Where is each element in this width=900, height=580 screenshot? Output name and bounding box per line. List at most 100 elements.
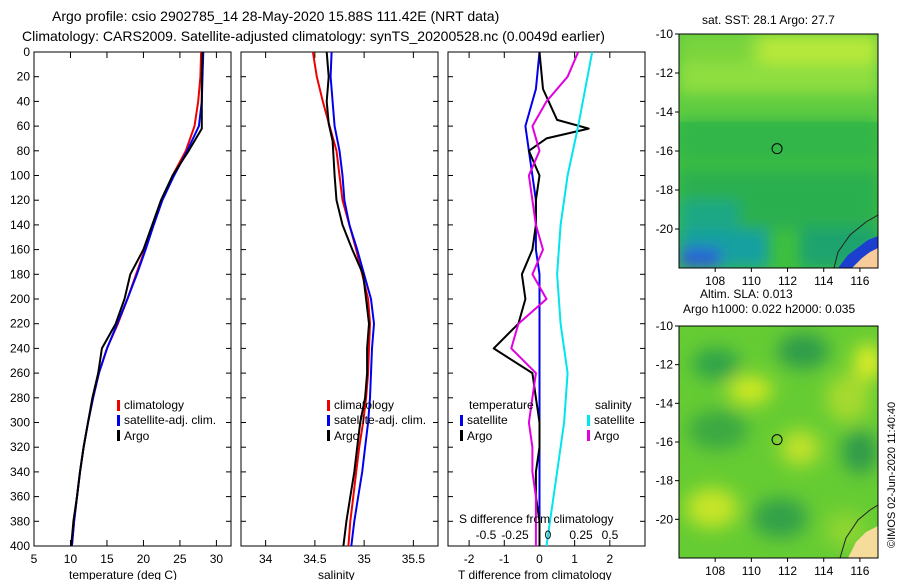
y-tick-label: 240 — [10, 341, 30, 355]
y-tick-label: 400 — [10, 539, 30, 553]
y-tick-label: 20 — [17, 70, 31, 84]
x-tick-label: -2 — [464, 552, 475, 566]
series-line-salinity-argo — [510, 51, 580, 546]
x-tick-label: 35.5 — [402, 552, 426, 566]
x-tick-label: -1 — [499, 552, 510, 566]
series-line-argo — [70, 51, 204, 547]
s-tick-label: 0.25 — [569, 528, 593, 542]
map-y-tick-label: -14 — [656, 396, 674, 410]
argo-position-marker — [771, 434, 783, 446]
x-tick-label: 34 — [259, 552, 273, 566]
map-x-tick-label: 108 — [705, 274, 725, 288]
y-tick-label: 280 — [10, 391, 30, 405]
sst-map-title: sat. SST: 28.1 Argo: 27.7 — [702, 13, 835, 27]
legend-label-t-argo: Argo — [467, 429, 493, 443]
series-line-satellite-adj-clim- — [329, 51, 375, 547]
legend-swatch-s-satellite — [587, 415, 590, 426]
map-y-tick-label: -16 — [656, 435, 674, 449]
sst-map: sat. SST: 28.1 Argo: 27.7 108 110 112 114 11… — [656, 13, 879, 288]
legend-swatch-t-argo — [460, 430, 463, 441]
temperature-x-label: temperature (deg C) — [69, 568, 177, 580]
series-line-temperature-satellite — [524, 51, 541, 546]
map-x-tick-label: 116 — [850, 274, 869, 288]
legend-swatch-t-satellite — [460, 415, 463, 426]
y-tick-label: 220 — [10, 317, 30, 331]
sla-map: Altim. SLA: 0.013 Argo h1000: 0.022 h200… — [656, 287, 879, 578]
y-tick-label: 60 — [17, 119, 31, 133]
series-line-temperature-argo — [492, 51, 590, 546]
y-tick-label: 80 — [17, 144, 31, 158]
legend-label-t-satellite: satellite — [467, 413, 508, 427]
map-x-tick-label: 112 — [778, 274, 797, 288]
y-tick-label: 160 — [10, 243, 30, 257]
sla-field — [679, 326, 878, 558]
y-tick-label: 200 — [10, 292, 30, 306]
y-tick-label: 320 — [10, 440, 30, 454]
temperature-legend: climatology satellite-adj. clim. Argo — [117, 398, 216, 443]
salinity-plot-frame — [240, 51, 439, 547]
s-tick-label: -0.5 — [476, 528, 497, 542]
map-x-tick-label: 114 — [814, 274, 833, 288]
x-tick-label: 35 — [357, 552, 371, 566]
sla-map-title-line1: Altim. SLA: 0.013 — [700, 287, 793, 301]
x-tick-label: 15 — [100, 552, 114, 566]
x-tick-label: 10 — [64, 552, 78, 566]
difference-panel: -2 -1 0 1 2 T difference from climatology te… — [447, 51, 646, 580]
y-tick-label: 120 — [10, 193, 30, 207]
legend-label-s-satellite: satellite — [594, 413, 635, 427]
y-tick-label: 340 — [10, 465, 30, 479]
x-tick-label: 0 — [536, 552, 543, 566]
temperature-panel: 0 20 40 60 80 100 120 140 160 180 200 220 240 260 280 3… — [10, 45, 232, 580]
map-x-tick-label: 112 — [778, 564, 797, 578]
x-tick-label: 1 — [571, 552, 578, 566]
map-y-tick-label: -12 — [656, 66, 674, 80]
series-line-salinity-satellite — [545, 51, 594, 547]
x-tick-label: 2 — [606, 552, 613, 566]
y-tick-label: 180 — [10, 267, 30, 281]
map-y-tick-label: -18 — [656, 183, 674, 197]
s-tick-label: 0.5 — [602, 528, 619, 542]
legend-swatch-satellite — [327, 415, 330, 426]
imos-credit: ©IMOS 02-Jun-2020 11:40:40 — [886, 402, 898, 548]
map-y-tick-label: -14 — [656, 105, 674, 119]
y-tick-label: 40 — [17, 94, 31, 108]
y-tick-label: 380 — [10, 514, 30, 528]
map-y-tick-label: -10 — [656, 27, 674, 41]
legend-title-salinity: salinity — [595, 398, 632, 412]
map-y-tick-label: -18 — [656, 474, 674, 488]
map-x-tick-label: 114 — [814, 564, 833, 578]
legend-swatch-argo — [327, 430, 330, 441]
figure-title-line1: Argo profile: csio 2902785_14 28-May-202… — [52, 8, 499, 24]
map-y-tick-label: -16 — [656, 144, 674, 158]
salinity-panel: 34 34.5 35 35.5 salinity climatology satell… — [240, 51, 439, 580]
map-x-tick-label: 110 — [742, 274, 761, 288]
legend-label-climatology: climatology — [334, 398, 394, 412]
legend-swatch-s-argo — [587, 430, 590, 441]
series-line-argo — [325, 51, 370, 547]
salinity-x-label: salinity — [318, 568, 355, 580]
legend-swatch-climatology — [327, 400, 330, 411]
legend-label-s-argo: Argo — [594, 429, 620, 443]
y-tick-label: 100 — [10, 169, 30, 183]
legend-label-argo: Argo — [124, 429, 150, 443]
map-y-tick-label: -10 — [656, 319, 674, 333]
legend-swatch-argo — [117, 430, 120, 441]
y-tick-label: 140 — [10, 218, 30, 232]
difference-legend: temperature salinity satellite Argo sate… — [460, 398, 635, 443]
y-tick-label: 300 — [10, 416, 30, 430]
sst-field — [679, 34, 878, 268]
s-tick-label: -0.25 — [501, 528, 529, 542]
y-tick-label: 360 — [10, 490, 30, 504]
x-tick-label: 34.5 — [303, 552, 327, 566]
legend-label-satellite: satellite-adj. clim. — [334, 413, 426, 427]
map-x-tick-label: 108 — [705, 564, 725, 578]
argo-position-marker — [771, 143, 783, 155]
map-x-tick-label: 116 — [850, 564, 869, 578]
legend-swatch-climatology — [117, 400, 120, 411]
figure-title-line2: Climatology: CARS2009. Satellite-adjuste… — [22, 28, 605, 44]
x-tick-label: 25 — [173, 552, 187, 566]
s-difference-axis-label: S difference from climatology — [459, 512, 614, 526]
legend-title-temperature: temperature — [469, 398, 534, 412]
legend-label-argo: Argo — [334, 429, 360, 443]
